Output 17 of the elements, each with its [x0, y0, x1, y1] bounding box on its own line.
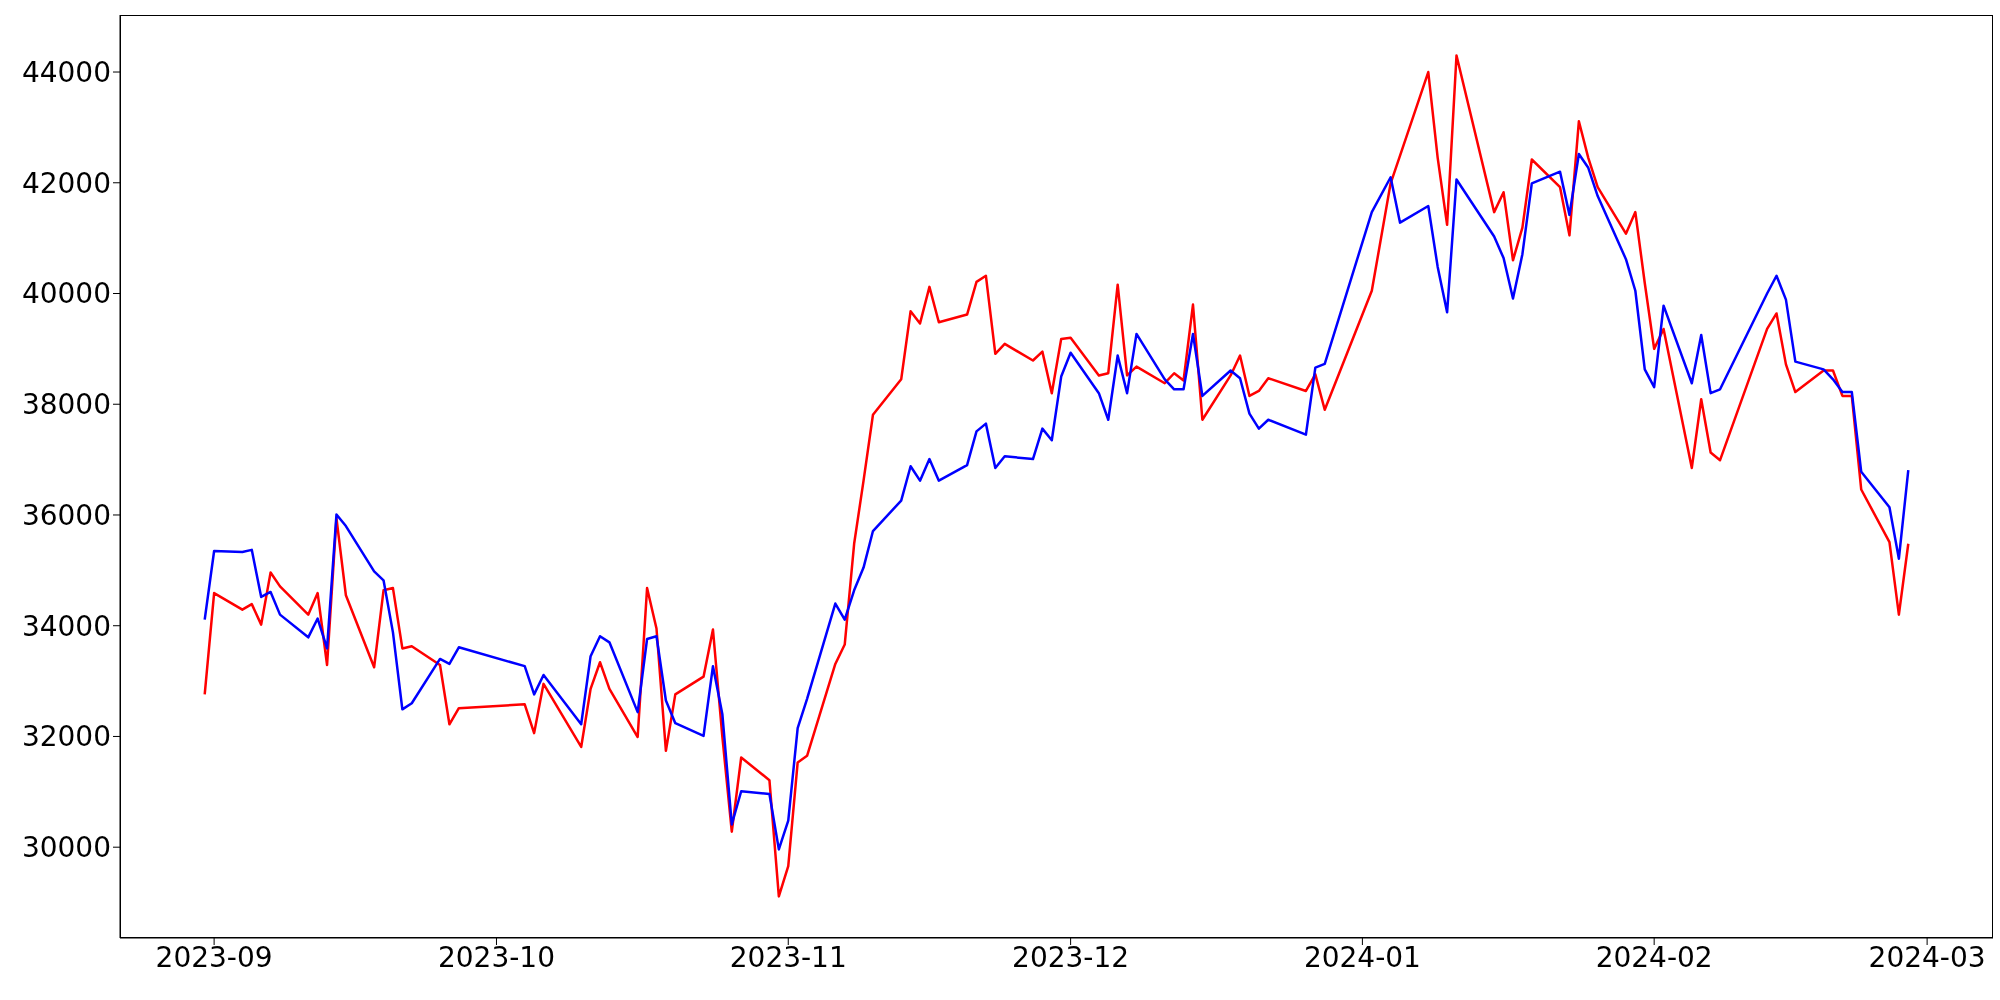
y-tick-label: 32000: [21, 720, 111, 754]
x-tick-label: 2024-01: [1303, 940, 1421, 974]
line-series: [203, 54, 1910, 898]
line-series: [203, 152, 1910, 851]
x-tick-label: 2023-11: [729, 940, 847, 974]
x-tick-label: 2023-10: [437, 940, 555, 974]
y-tick-label: 30000: [21, 831, 111, 865]
y-tick-label: 44000: [21, 55, 111, 89]
x-tick-label: 2023-12: [1012, 940, 1130, 974]
y-tick-label: 34000: [21, 609, 111, 643]
y-tick-label: 40000: [21, 277, 111, 311]
y-tick-label: 42000: [21, 166, 111, 200]
x-tick-label: 2024-03: [1868, 940, 1986, 974]
x-tick-label: 2024-02: [1595, 940, 1713, 974]
y-tick-label: 36000: [21, 498, 111, 532]
x-tick-label: 2023-09: [155, 940, 273, 974]
y-tick-label: 38000: [21, 388, 111, 422]
